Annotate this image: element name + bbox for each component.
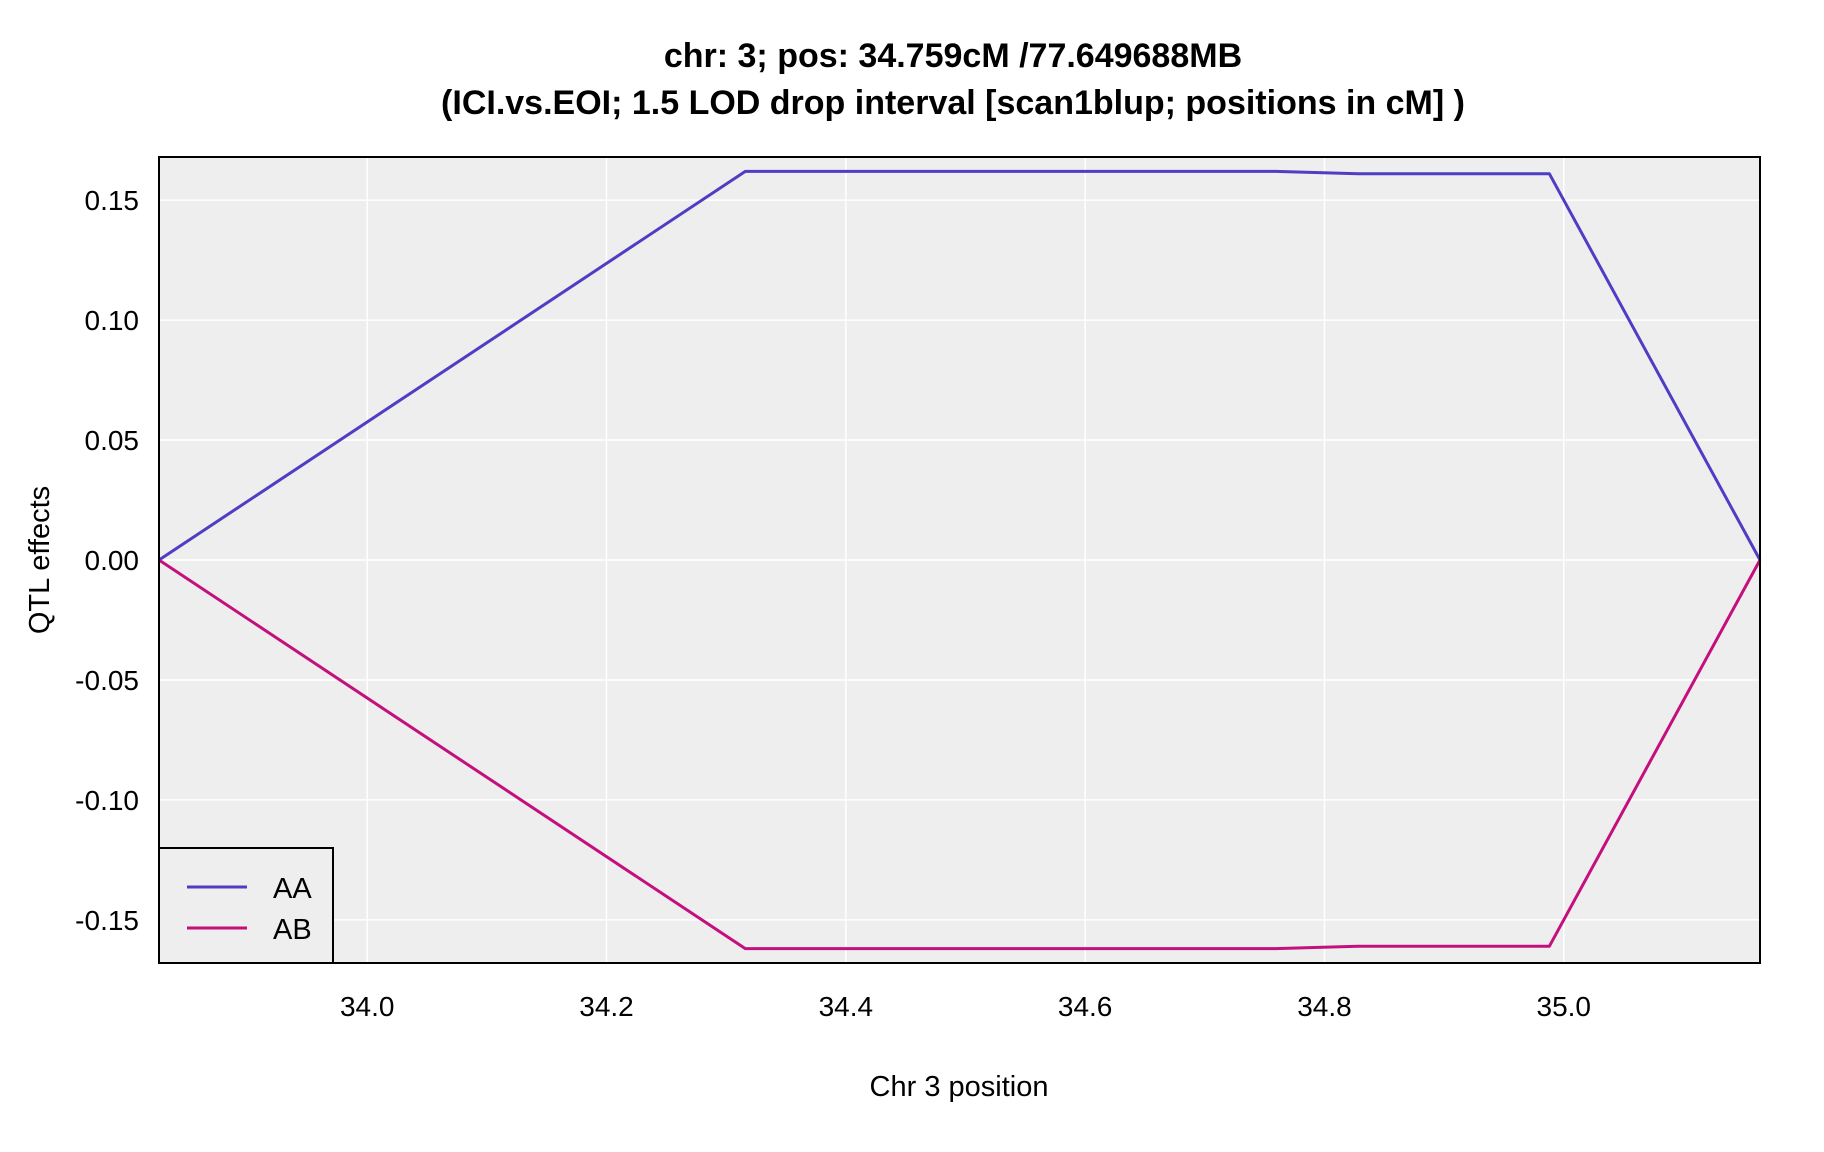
y-axis-label: QTL effects (24, 486, 56, 634)
x-tick-label: 34.0 (340, 991, 395, 1022)
series-layer (158, 169, 1762, 951)
x-axis-label: Chr 3 position (870, 1071, 1049, 1103)
plot-border (158, 156, 1761, 964)
x-tick-label: 34.8 (1297, 991, 1352, 1022)
x-tick-label: 34.6 (1058, 991, 1113, 1022)
chart-subtitle: (ICI.vs.EOI; 1.5 LOD drop interval [scan… (441, 84, 1465, 122)
y-tick-label: 0.10 (85, 305, 140, 336)
chart-title: chr: 3; pos: 34.759cM /77.649688MB (664, 37, 1242, 75)
grid (159, 157, 1760, 963)
x-tick-label: 34.4 (819, 991, 874, 1022)
series-line-ab (158, 558, 1762, 951)
y-tick-label: 0.15 (85, 185, 140, 216)
legend-label-ab: AB (273, 914, 312, 946)
legend-box (158, 847, 334, 964)
legend: AA AB (158, 847, 334, 964)
y-tick-labels: 0.15 0.10 0.05 0.00 -0.05 -0.10 -0.15 (75, 185, 139, 936)
series-line-aa (158, 169, 1762, 562)
x-tick-labels: 34.0 34.2 34.4 34.6 34.8 35.0 (340, 991, 1591, 1022)
x-tick-label: 34.2 (579, 991, 634, 1022)
y-tick-label: -0.05 (75, 665, 139, 696)
y-tick-label: 0.05 (85, 425, 140, 456)
y-tick-label: 0.00 (85, 545, 140, 576)
y-tick-label: -0.15 (75, 905, 139, 936)
x-tick-label: 35.0 (1537, 991, 1592, 1022)
y-tick-label: -0.10 (75, 785, 139, 816)
legend-label-aa: AA (273, 873, 312, 905)
